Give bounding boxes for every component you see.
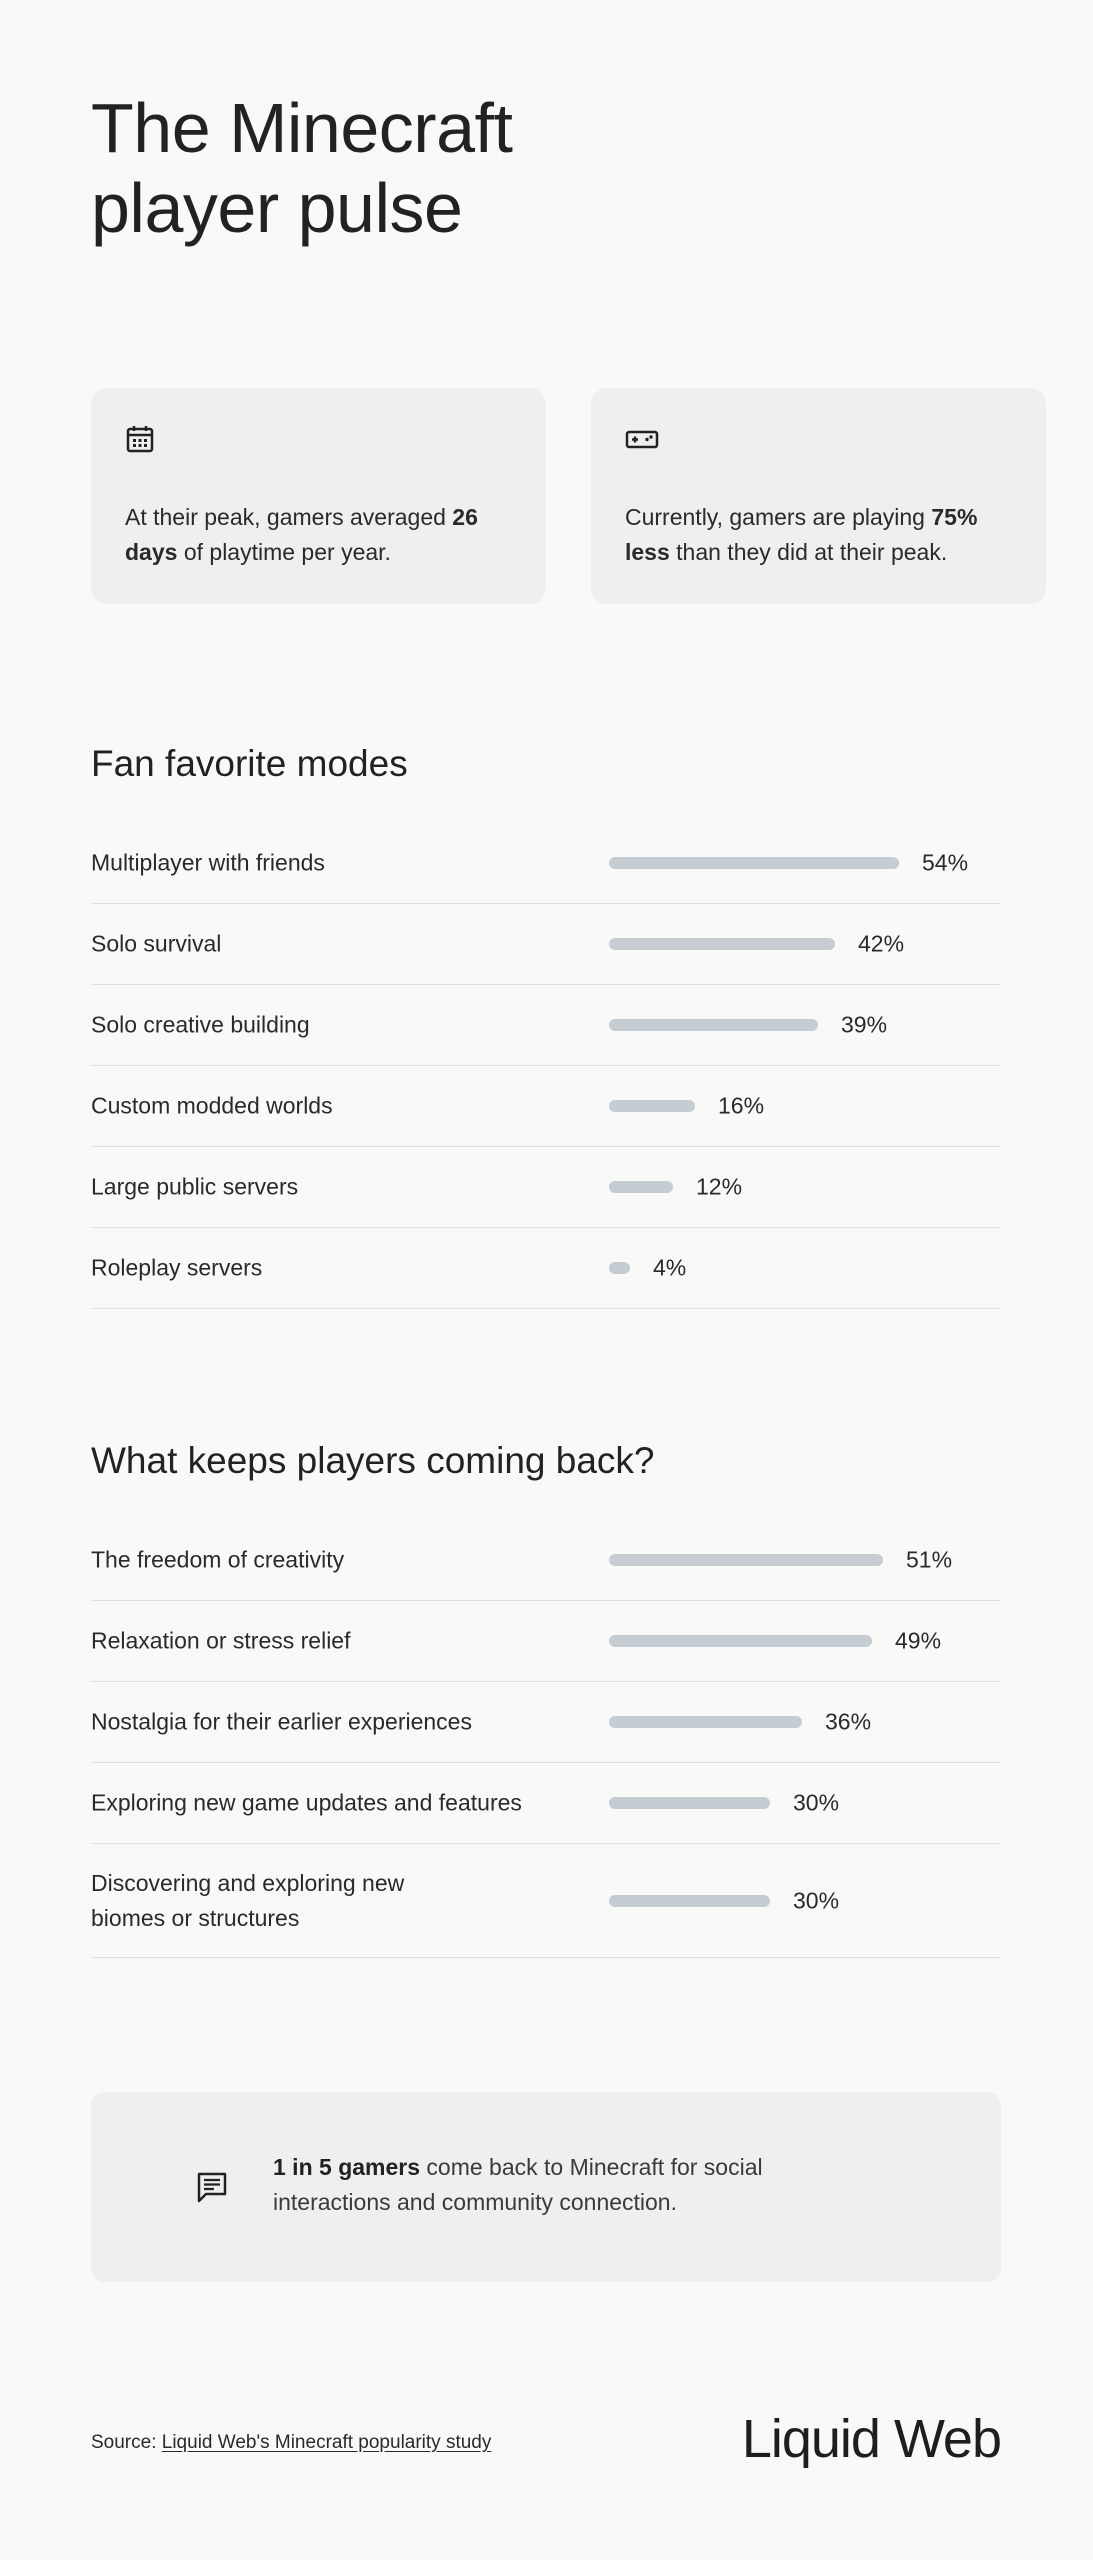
stat-value: 75% less: [625, 504, 978, 565]
callout-highlight: 1 in 5 gamers: [273, 2154, 421, 2180]
fan-favorite-modes-chart: Multiplayer with friends 54% Solo survival…: [91, 823, 1001, 1309]
chart-row: Multiplayer with friends 54%: [91, 823, 1001, 904]
liquid-web-logo: Liquid Web: [741, 2409, 1002, 2469]
coming-back-chart: The freedom of creativity 51% Relaxation o…: [91, 1520, 1001, 1958]
bar: [609, 1181, 673, 1193]
value-label: 49%: [895, 1627, 942, 1654]
stat-text-post: than they did at their peak.: [669, 539, 948, 565]
category-label: Discovering and exploring new biomes or …: [91, 1869, 405, 1931]
bar: [609, 1797, 770, 1809]
chart-title-coming-back: What keeps players coming back?: [91, 1440, 655, 1481]
value-label: 39%: [841, 1011, 888, 1038]
stat-text-pre: Currently, gamers are playing: [625, 504, 932, 530]
chart-row: Solo creative building 39%: [91, 985, 1001, 1066]
chart-row: Large public servers 12%: [91, 1147, 1001, 1228]
calendar-icon: [125, 424, 155, 454]
bar: [609, 938, 835, 950]
social-callout: 1 in 5 gamers come back to Minecraft for…: [91, 2092, 1001, 2282]
bar: [609, 1894, 770, 1907]
value-label: 16%: [718, 1092, 765, 1119]
value-label: 36%: [825, 1708, 872, 1735]
value-label: 51%: [906, 1546, 953, 1573]
source-line: Source: Liquid Web's Minecraft popularit…: [91, 2428, 491, 2458]
value-label: 30%: [793, 1789, 840, 1816]
category-label: Custom modded worlds: [91, 1092, 333, 1119]
value-label: 54%: [922, 849, 969, 876]
value-label: 4%: [653, 1254, 687, 1281]
category-label: Roleplay servers: [91, 1254, 263, 1281]
chart-title-fan-favorite-modes: Fan favorite modes: [91, 743, 408, 784]
value-label: 12%: [696, 1173, 743, 1200]
stat-text: At their peak, gamers averaged 26 days o…: [125, 500, 515, 570]
chart-row: Nostalgia for their earlier experiences 3…: [91, 1682, 1001, 1763]
callout-body: come back to Minecraft for social intera…: [273, 2154, 763, 2215]
source-link[interactable]: Liquid Web's Minecraft popularity study: [161, 2432, 492, 2453]
category-label: Multiplayer with friends: [91, 849, 325, 876]
bar: [609, 1554, 883, 1566]
stat-text-post: of playtime per year.: [177, 539, 391, 565]
chart-row: Solo survival 42%: [91, 904, 1001, 985]
chart-row: Discovering and exploring new biomes or …: [91, 1844, 1001, 1958]
category-label: The freedom of creativity: [91, 1546, 345, 1573]
bar: [609, 1100, 695, 1112]
category-label: Solo creative building: [91, 1011, 310, 1038]
chart-row: Relaxation or stress relief 49%: [91, 1601, 1001, 1682]
category-label: Exploring new game updates and features: [91, 1789, 522, 1816]
chart-row: Custom modded worlds 16%: [91, 1066, 1001, 1147]
value-label: 42%: [858, 930, 905, 957]
callout-text: 1 in 5 gamers come back to Minecraft for…: [273, 2150, 833, 2220]
bar: [609, 1019, 818, 1031]
page-title: The Minecraft player pulse: [91, 89, 513, 247]
bar: [609, 1716, 802, 1728]
gamepad-icon: [625, 424, 659, 454]
category-label: Large public servers: [91, 1173, 299, 1200]
stat-card-peak-playtime: At their peak, gamers averaged 26 days o…: [91, 388, 546, 604]
stat-text: Currently, gamers are playing 75% less t…: [625, 500, 1015, 570]
chart-row: The freedom of creativity 51%: [91, 1520, 1001, 1601]
chart-row: Exploring new game updates and features 3…: [91, 1763, 1001, 1844]
category-label: Solo survival: [91, 930, 222, 957]
bar: [609, 1635, 872, 1647]
chart-row: Roleplay servers 4%: [91, 1228, 1001, 1309]
bar: [609, 857, 899, 869]
stat-text-pre: At their peak, gamers averaged: [125, 504, 453, 530]
bar: [609, 1262, 630, 1274]
chat-icon: [195, 2170, 229, 2204]
stat-value: 26 days: [125, 504, 478, 565]
value-label: 30%: [793, 1887, 840, 1913]
category-label: Nostalgia for their earlier experiences: [91, 1708, 472, 1735]
stat-card-current-playtime: Currently, gamers are playing 75% less t…: [591, 388, 1046, 604]
category-label: Relaxation or stress relief: [91, 1627, 351, 1654]
source-prefix: Source:: [91, 2432, 162, 2453]
